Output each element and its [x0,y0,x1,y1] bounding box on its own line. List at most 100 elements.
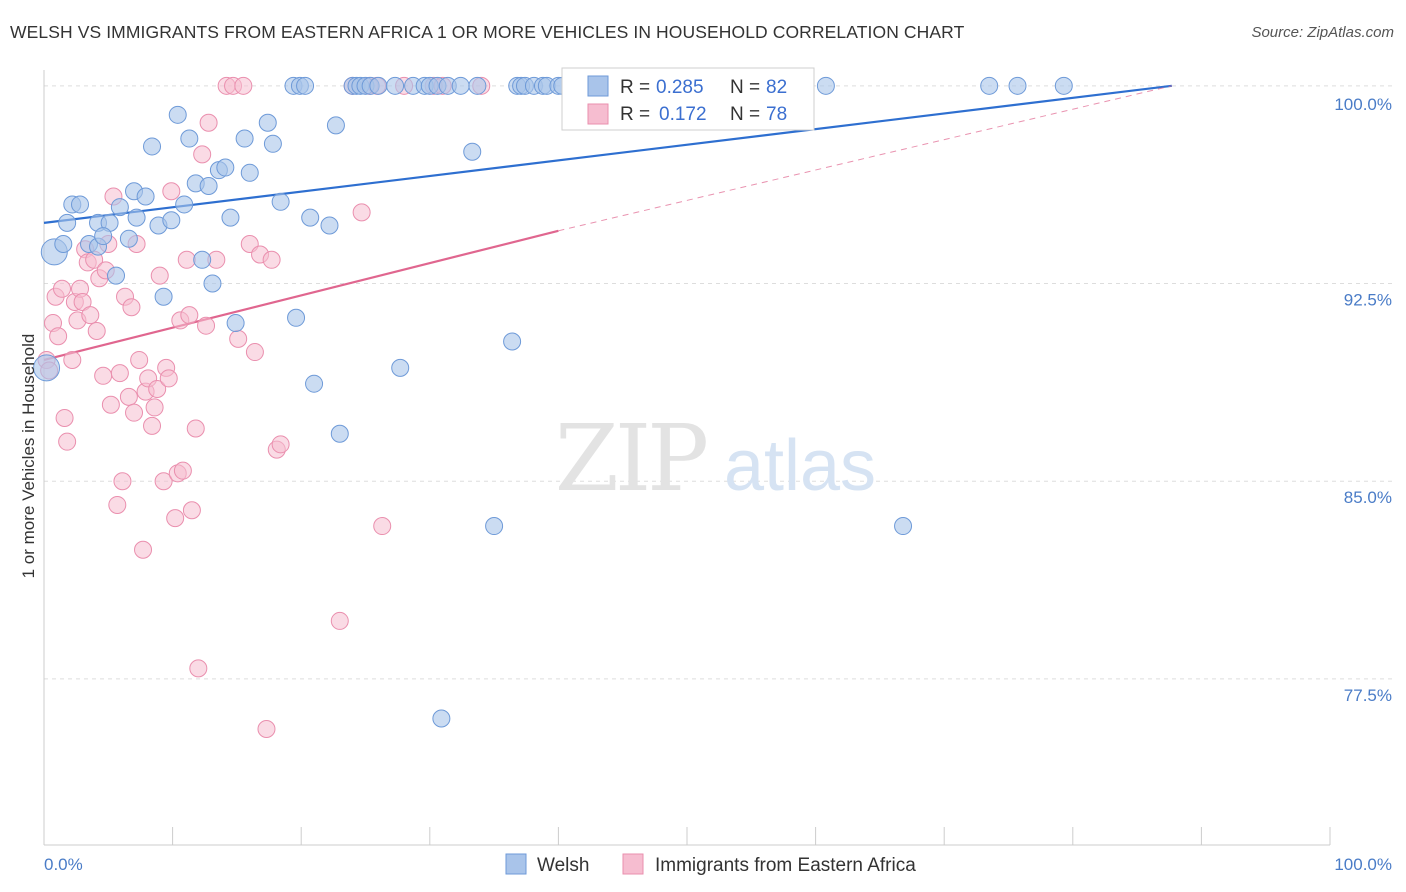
welsh-r-value: 0.285 [656,77,704,98]
welsh-point [980,76,999,95]
africa-point [229,329,248,348]
welsh-point [263,134,282,153]
africa-point [162,182,181,201]
africa-point [87,321,106,340]
stats-legend: R = 0.285 N = 82 R = 0.172 N = 78 [561,67,815,131]
welsh-point [180,129,199,148]
welsh-point [71,195,90,214]
welsh-point [432,709,451,728]
welsh-point [58,213,77,232]
y-axis-label: 1 or more Vehicles in Household [19,334,38,579]
africa-point [110,364,129,383]
welsh-point [94,227,113,246]
welsh-point [168,105,187,124]
africa-point [145,398,164,417]
welsh-point [386,76,405,95]
africa-r-label: R = [620,104,650,125]
welsh-point [485,517,504,536]
africa-point [81,306,100,325]
x-tick-label-max: 100.0% [1334,855,1392,874]
welsh-r-label: R = [620,77,650,98]
y-tick-label: 100.0% [1334,95,1392,114]
africa-point [58,432,77,451]
welsh-point [1054,76,1073,95]
welsh-trend-line [43,84,1172,224]
axes [43,70,1331,846]
welsh-point [320,216,339,235]
welsh-point [301,208,320,227]
welsh-point [143,137,162,156]
africa-r-value: 0.172 [659,104,707,125]
watermark-zip: ZIP [555,405,706,512]
welsh-point [119,229,138,248]
africa-point [73,292,92,311]
africa-point [173,461,192,480]
welsh-point [391,358,410,377]
africa-point [94,366,113,385]
africa-point [186,419,205,438]
africa-point [63,350,82,369]
chart-title: WELSH VS IMMIGRANTS FROM EASTERN AFRICA … [10,22,965,42]
welsh-point [127,208,146,227]
welsh-n-value: 82 [766,77,787,98]
welsh-point [326,116,345,135]
welsh-point [107,266,126,285]
welsh-point [240,163,259,182]
africa-point [119,387,138,406]
africa-point [125,403,144,422]
africa-point [154,472,173,491]
source-label: Source: ZipAtlas.com [1251,24,1394,41]
welsh-point [226,314,245,333]
africa-point [199,113,218,132]
africa-bottom-label: Immigrants from Eastern Africa [655,855,916,876]
welsh-point [33,354,61,382]
x-tick-label-min: 0.0% [44,855,83,874]
welsh-n-label: N = [730,77,760,98]
welsh-point [451,76,470,95]
welsh-point [203,274,222,293]
africa-point [166,509,185,528]
africa-point [197,316,216,335]
y-tick-label: 85.0% [1344,488,1392,507]
welsh-point [305,374,324,393]
africa-point [150,266,169,285]
y-tick-label: 92.5% [1344,291,1392,310]
welsh-point [296,76,315,95]
africa-point [257,720,276,739]
welsh-point [258,113,277,132]
trend-lines [43,84,1172,362]
africa-point [148,379,167,398]
africa-point [373,517,392,536]
y-tick-label: 77.5% [1344,686,1392,705]
welsh-legend-swatch [587,75,609,97]
welsh-point [330,424,349,443]
africa-point [234,76,253,95]
africa-point [101,395,120,414]
africa-point [245,343,264,362]
welsh-point [193,250,212,269]
welsh-point [136,187,155,206]
welsh-point [54,234,73,253]
series-legend: Welsh Immigrants from Eastern Africa [505,853,916,876]
welsh-point [816,76,835,95]
welsh-point [154,287,173,306]
africa-point [159,369,178,388]
africa-point [122,298,141,317]
welsh-point [235,129,254,148]
welsh-point [216,158,235,177]
africa-point [330,611,349,630]
y-tick-labels: 100.0% 92.5% 85.0% 77.5% [1334,95,1392,705]
welsh-point [1008,76,1027,95]
africa-point [352,203,371,222]
welsh-bottom-swatch [505,853,527,875]
x-tick-labels: 0.0% 100.0% [44,855,1392,874]
africa-point [193,145,212,164]
africa-point [134,540,153,559]
welsh-point [221,208,240,227]
welsh-point [199,176,218,195]
welsh-point [894,517,913,536]
africa-point [53,279,72,298]
africa-n-value: 78 [766,104,787,125]
africa-point [108,495,127,514]
